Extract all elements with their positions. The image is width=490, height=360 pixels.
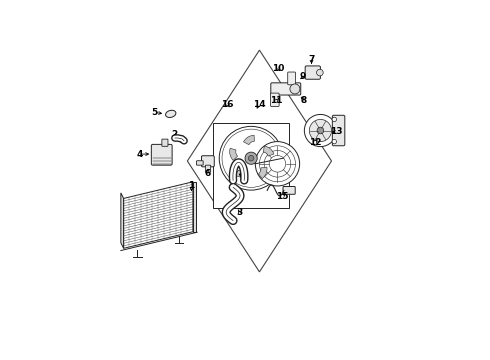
Text: 13: 13 [330, 127, 343, 136]
Wedge shape [263, 146, 274, 156]
FancyBboxPatch shape [213, 123, 290, 208]
FancyBboxPatch shape [201, 156, 214, 167]
Text: 2: 2 [171, 130, 177, 139]
Text: 10: 10 [272, 64, 284, 73]
Circle shape [255, 141, 300, 186]
Text: 7: 7 [308, 55, 315, 64]
Wedge shape [244, 135, 254, 145]
Circle shape [317, 127, 324, 134]
Wedge shape [235, 170, 247, 177]
Circle shape [245, 152, 257, 164]
Circle shape [304, 114, 337, 147]
FancyBboxPatch shape [288, 72, 295, 85]
Text: 11: 11 [270, 96, 283, 105]
Text: 2: 2 [240, 172, 246, 181]
Text: 15: 15 [276, 192, 289, 201]
Circle shape [332, 139, 337, 144]
FancyBboxPatch shape [162, 139, 168, 146]
FancyBboxPatch shape [151, 144, 172, 165]
Text: 9: 9 [299, 72, 306, 81]
FancyBboxPatch shape [196, 161, 203, 165]
FancyBboxPatch shape [271, 83, 301, 95]
Polygon shape [123, 182, 193, 248]
FancyBboxPatch shape [305, 66, 320, 79]
Text: 1: 1 [188, 181, 195, 190]
Polygon shape [193, 182, 196, 232]
Circle shape [290, 84, 300, 94]
Circle shape [332, 117, 337, 122]
FancyBboxPatch shape [283, 186, 295, 194]
Wedge shape [230, 148, 238, 161]
Text: 12: 12 [309, 138, 321, 147]
Circle shape [248, 156, 254, 161]
Ellipse shape [166, 110, 176, 117]
Text: 16: 16 [221, 100, 234, 109]
Polygon shape [121, 193, 123, 248]
Circle shape [317, 69, 323, 76]
Text: 5: 5 [151, 108, 158, 117]
FancyBboxPatch shape [270, 93, 279, 107]
Circle shape [309, 120, 332, 141]
Text: 3: 3 [236, 208, 243, 217]
Text: 4: 4 [136, 150, 143, 158]
Text: 14: 14 [252, 100, 265, 109]
FancyBboxPatch shape [332, 115, 345, 146]
Text: 8: 8 [301, 95, 307, 104]
FancyBboxPatch shape [205, 165, 211, 172]
Text: 6: 6 [205, 169, 211, 178]
Wedge shape [259, 167, 267, 179]
